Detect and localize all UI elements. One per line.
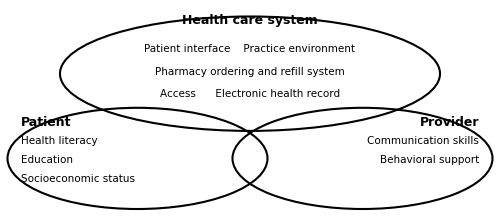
Text: Patient: Patient [21, 116, 71, 128]
Text: Socioeconomic status: Socioeconomic status [21, 174, 135, 184]
Text: Pharmacy ordering and refill system: Pharmacy ordering and refill system [155, 67, 345, 77]
Text: Patient interface    Practice environment: Patient interface Practice environment [144, 44, 356, 54]
Text: Education: Education [21, 155, 73, 165]
Text: Provider: Provider [420, 116, 479, 128]
Text: Communication skills: Communication skills [367, 136, 479, 146]
Text: Health literacy: Health literacy [21, 136, 98, 146]
Text: Health care system: Health care system [182, 14, 318, 27]
Text: Access      Electronic health record: Access Electronic health record [160, 89, 340, 99]
Text: Behavioral support: Behavioral support [380, 155, 479, 165]
